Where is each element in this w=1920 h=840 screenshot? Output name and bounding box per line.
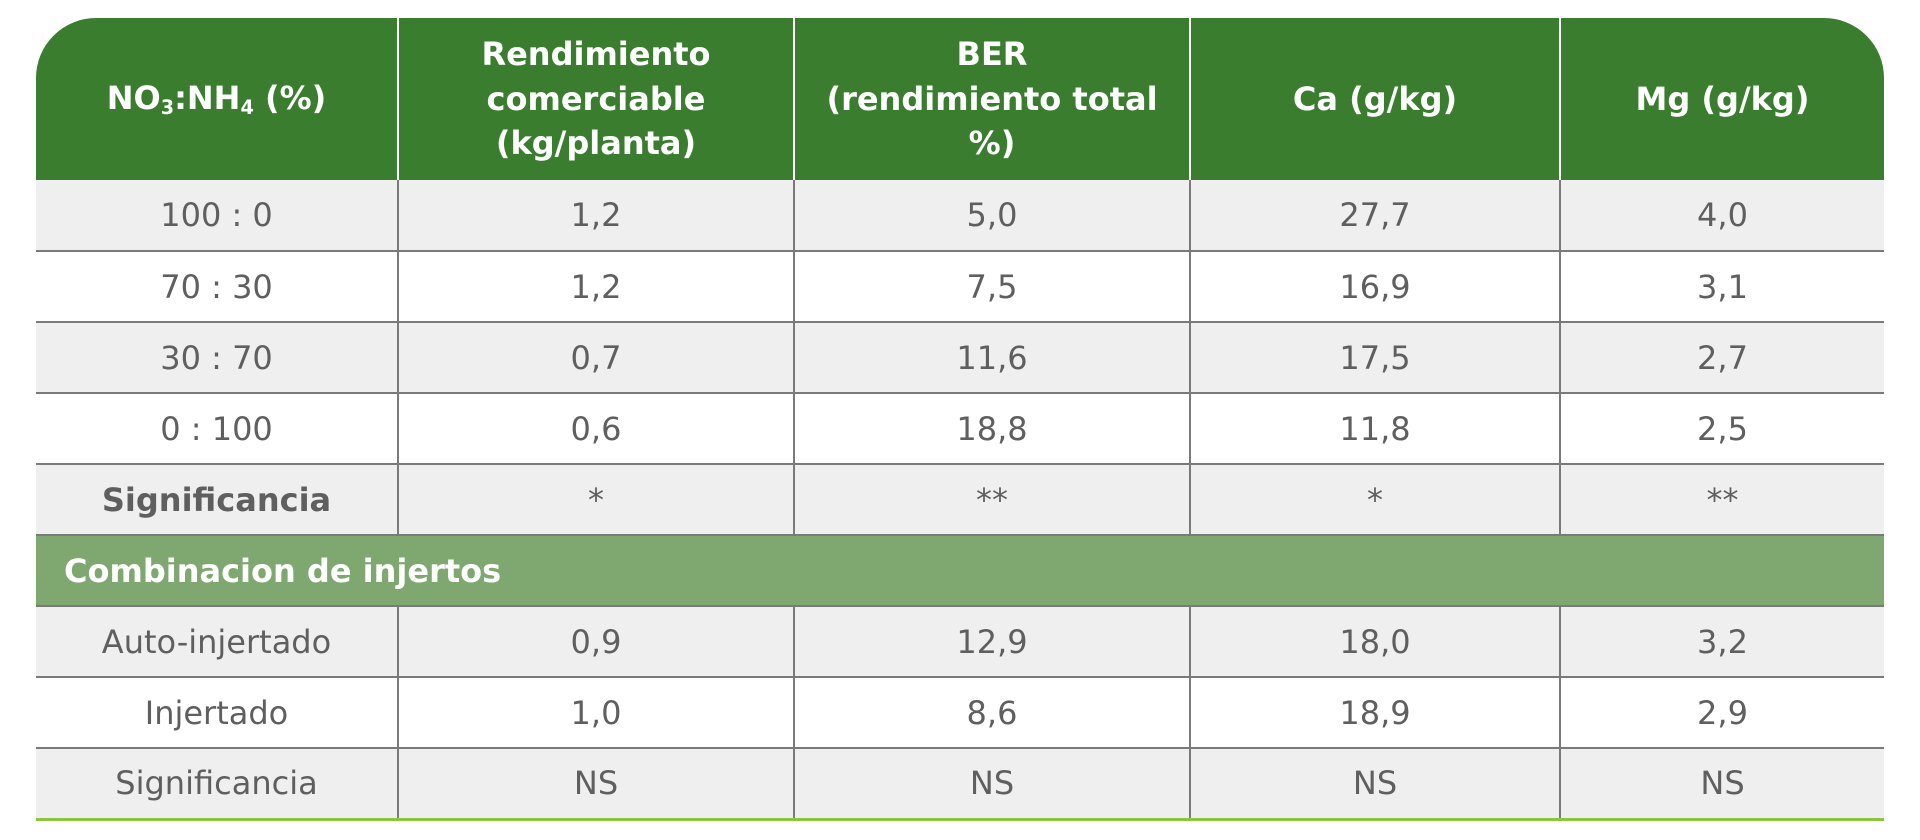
cell: Significancia xyxy=(36,748,399,821)
cell: NS xyxy=(794,748,1191,821)
cell: 0,7 xyxy=(398,322,795,394)
cell: 2,7 xyxy=(1560,322,1884,394)
cell: 0,6 xyxy=(398,393,795,465)
cell: 4,0 xyxy=(1560,180,1884,252)
cell: ** xyxy=(794,464,1191,536)
nutrient-table: NO3:NH4 (%) Rendimiento comerciable (kg/pl… xyxy=(36,18,1884,821)
header-row: NO3:NH4 (%) Rendimiento comerciable (kg/pl… xyxy=(36,18,1884,180)
cell: 2,5 xyxy=(1560,393,1884,465)
cell: Auto-injertado xyxy=(36,606,399,678)
cell: 70 : 30 xyxy=(36,251,399,323)
cell: 18,8 xyxy=(794,393,1191,465)
data-table-container: NO3:NH4 (%) Rendimiento comerciable (kg/pl… xyxy=(36,18,1884,821)
table-row: Injertado 1,0 8,6 18,9 2,9 xyxy=(36,677,1884,749)
header-yield: Rendimiento comerciable (kg/planta) xyxy=(398,18,795,180)
cell: 18,9 xyxy=(1190,677,1561,749)
cell: * xyxy=(398,464,795,536)
cell: 27,7 xyxy=(1190,180,1561,252)
cell: 3,1 xyxy=(1560,251,1884,323)
cell: 100 : 0 xyxy=(36,180,399,252)
cell: 0 : 100 xyxy=(36,393,399,465)
cell: ** xyxy=(1560,464,1884,536)
cell: 30 : 70 xyxy=(36,322,399,394)
table-row: 100 : 0 1,2 5,0 27,7 4,0 xyxy=(36,180,1884,252)
significance-label: Significancia xyxy=(36,464,399,536)
table-row: Significancia NS NS NS NS xyxy=(36,748,1884,821)
header-mg: Mg (g/kg) xyxy=(1560,18,1884,180)
table-row: 0 : 100 0,6 18,8 11,8 2,5 xyxy=(36,393,1884,465)
cell: 0,9 xyxy=(398,606,795,678)
cell: 2,9 xyxy=(1560,677,1884,749)
cell: 17,5 xyxy=(1190,322,1561,394)
cell: 11,8 xyxy=(1190,393,1561,465)
section-title: Combinacion de injertos xyxy=(36,535,1884,607)
cell: 8,6 xyxy=(794,677,1191,749)
table-row: 30 : 70 0,7 11,6 17,5 2,7 xyxy=(36,322,1884,394)
header-ber: BER (rendimiento total %) xyxy=(794,18,1191,180)
cell: 12,9 xyxy=(794,606,1191,678)
cell: 16,9 xyxy=(1190,251,1561,323)
section-row: Combinacion de injertos xyxy=(36,535,1884,607)
cell: * xyxy=(1190,464,1561,536)
header-ca: Ca (g/kg) xyxy=(1190,18,1561,180)
cell: NS xyxy=(1190,748,1561,821)
cell: 1,2 xyxy=(398,180,795,252)
cell: NS xyxy=(398,748,795,821)
cell: 7,5 xyxy=(794,251,1191,323)
cell: Injertado xyxy=(36,677,399,749)
cell: 5,0 xyxy=(794,180,1191,252)
table-row: Auto-injertado 0,9 12,9 18,0 3,2 xyxy=(36,606,1884,678)
cell: NS xyxy=(1560,748,1884,821)
cell: 18,0 xyxy=(1190,606,1561,678)
cell: 1,2 xyxy=(398,251,795,323)
cell: 11,6 xyxy=(794,322,1191,394)
cell: 3,2 xyxy=(1560,606,1884,678)
header-ratio: NO3:NH4 (%) xyxy=(36,18,399,180)
significance-row: Significancia * ** * ** xyxy=(36,464,1884,536)
table-row: 70 : 30 1,2 7,5 16,9 3,1 xyxy=(36,251,1884,323)
cell: 1,0 xyxy=(398,677,795,749)
